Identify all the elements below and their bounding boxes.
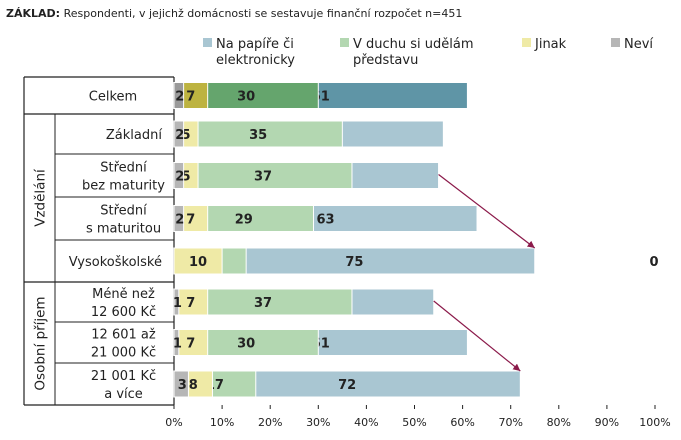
data-label-paper: 75 xyxy=(345,255,363,270)
category-label: Vysokoškolské xyxy=(69,255,162,270)
trend-arrow xyxy=(438,174,536,249)
x-tick-label: 40% xyxy=(354,416,378,429)
x-tick-label: 50% xyxy=(402,416,426,429)
category-label: 21 000 Kč xyxy=(91,346,156,361)
bar-segment-other xyxy=(173,288,209,316)
bar-segment-other xyxy=(173,329,209,356)
legend-label: Neví xyxy=(624,37,653,52)
bar-segment-mind xyxy=(173,162,353,189)
data-label-unknown: 2 xyxy=(175,90,184,105)
x-tick-label: 60% xyxy=(450,416,474,429)
x-tick-label: 20% xyxy=(258,416,282,429)
data-label-other: 7 xyxy=(186,90,195,105)
x-tick-label: 0% xyxy=(165,416,182,429)
x-tick-label: 80% xyxy=(547,416,571,429)
group-label: Osobní příjem xyxy=(33,296,49,390)
data-label-mind: 37 xyxy=(254,296,272,311)
data-label-other: 7 xyxy=(186,213,195,228)
data-label-mind: 35 xyxy=(249,128,267,143)
bar-segment-unknown xyxy=(173,120,185,148)
bar-segment-unknown xyxy=(173,205,185,232)
data-label-unknown: 2 xyxy=(175,170,184,185)
category-label: Střední xyxy=(100,161,147,176)
data-label-paper: 72 xyxy=(338,378,356,393)
category-label: 12 601 až xyxy=(91,328,156,343)
category-label: 21 001 Kč xyxy=(91,369,156,384)
legend-label: elektronicky xyxy=(216,53,295,68)
category-label: Méně než xyxy=(92,287,155,302)
category-label: s maturitou xyxy=(86,222,161,237)
basis-text: Respondenti, v jejichž domácnosti se ses… xyxy=(63,7,463,20)
x-tick-label: 70% xyxy=(498,416,522,429)
legend-swatch-unknown xyxy=(611,38,620,47)
data-label-other: 7 xyxy=(186,337,195,352)
data-label-mind: 30 xyxy=(237,90,255,105)
group-label: Vzdělání xyxy=(33,168,49,227)
bar-segment-other xyxy=(173,247,223,275)
data-label-unknown: 2 xyxy=(175,128,184,143)
data-label-unknown: 2 xyxy=(175,213,184,228)
legend-label: Na papíře či xyxy=(216,37,294,52)
data-label-other: 5 xyxy=(182,170,191,185)
legend-swatch-mind xyxy=(340,38,349,47)
trend-arrow xyxy=(433,300,521,372)
bar-segment-unknown xyxy=(173,162,185,189)
data-label-other: 8 xyxy=(189,378,198,393)
data-label-other: 7 xyxy=(186,296,195,311)
data-label-mind: 30 xyxy=(237,337,255,352)
data-label-mind: 29 xyxy=(235,213,253,228)
x-tick-label: 100% xyxy=(639,416,670,429)
category-label: Základní xyxy=(106,128,162,143)
data-label-unknown: 1 xyxy=(173,337,182,352)
bar-segment-unknown xyxy=(173,329,180,356)
legend-label: představu xyxy=(353,53,418,68)
category-label: bez maturity xyxy=(82,179,165,194)
bar-segment-unknown xyxy=(173,82,185,109)
bar-segment-mind xyxy=(173,120,343,148)
data-label-other: 10 xyxy=(189,255,207,270)
basis-note: ZÁKLAD: Respondenti, v jejichž domácnost… xyxy=(6,7,462,20)
category-label: a více xyxy=(104,387,143,402)
data-label-unknown: 3 xyxy=(178,378,187,393)
category-label: Střední xyxy=(100,204,147,219)
data-label-unknown: 1 xyxy=(173,296,182,311)
legend-label: Jinak xyxy=(534,37,567,52)
x-tick-label: 90% xyxy=(595,416,619,429)
data-label-paper: 63 xyxy=(316,213,334,228)
x-tick-label: 10% xyxy=(210,416,234,429)
data-label-other: 5 xyxy=(182,128,191,143)
legend-label: V duchu si udělám xyxy=(353,37,474,52)
x-tick-label: 30% xyxy=(306,416,330,429)
category-label: 12 600 Kč xyxy=(91,305,156,320)
data-label-mind: 37 xyxy=(254,170,272,185)
bar-segment-unknown xyxy=(173,370,189,398)
legend-swatch-other xyxy=(522,38,531,47)
basis-prefix: ZÁKLAD: xyxy=(6,7,61,20)
legend-swatch-paper xyxy=(203,38,212,47)
category-label: Celkem xyxy=(89,90,137,105)
data-label-unknown: 0 xyxy=(649,255,658,270)
bar-segment-unknown xyxy=(173,288,180,316)
